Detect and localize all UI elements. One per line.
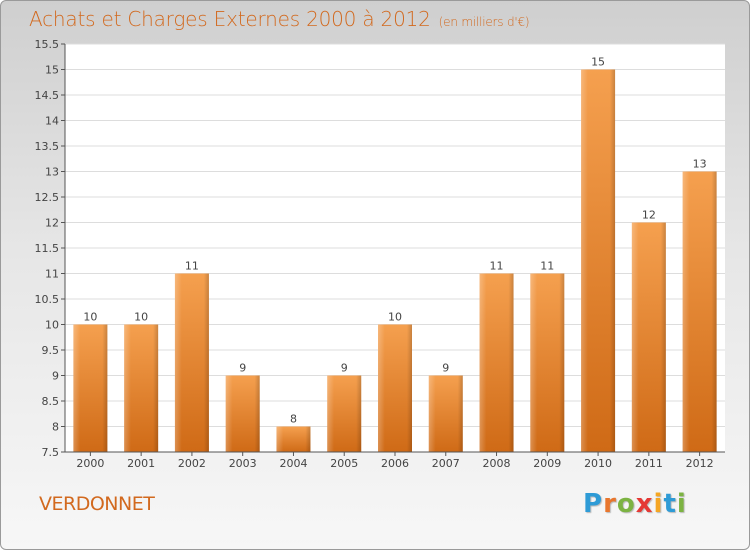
bar-shade	[327, 375, 362, 452]
x-tick-label: 2004	[279, 457, 307, 470]
value-label: 10	[83, 311, 97, 324]
bar-shade	[682, 171, 717, 452]
value-label: 12	[642, 209, 656, 222]
y-tick-label: 11	[45, 268, 59, 281]
x-tick-label: 2000	[76, 457, 104, 470]
x-tick-label: 2010	[584, 457, 612, 470]
x-tick-label: 2007	[432, 457, 460, 470]
logo-letter: i	[676, 489, 687, 519]
value-label: 15	[591, 56, 605, 69]
bar-shade	[378, 324, 412, 452]
proxiti-logo: Proxiti	[583, 489, 687, 519]
logo-letter: P	[583, 489, 604, 519]
x-tick-label: 2003	[229, 457, 257, 470]
bar-shade	[428, 375, 463, 452]
x-tick-label: 2005	[330, 457, 358, 470]
y-tick-label: 12	[45, 217, 59, 230]
value-label: 10	[388, 311, 402, 324]
chart-title: Achats et Charges Externes 2000 à 2012 (e…	[29, 7, 530, 31]
y-tick-label: 13.5	[35, 140, 60, 153]
y-tick-label: 8.5	[42, 395, 60, 408]
y-tick-label: 14.5	[35, 89, 60, 102]
value-label: 11	[490, 260, 504, 273]
bar-shade	[225, 375, 260, 452]
bar-shade	[73, 324, 108, 452]
bar-shade	[581, 69, 616, 452]
x-tick-label: 2002	[178, 457, 206, 470]
value-label: 9	[442, 362, 449, 375]
y-tick-label: 12.5	[35, 191, 60, 204]
logo-letter: t	[663, 489, 677, 519]
y-tick-label: 11.5	[35, 242, 60, 255]
x-tick-label: 2012	[686, 457, 714, 470]
y-tick-label: 15.5	[35, 38, 60, 51]
x-tick-label: 2001	[127, 457, 155, 470]
y-tick-label: 10.5	[35, 293, 60, 306]
logo-letter: r	[603, 489, 617, 519]
x-tick-label: 2008	[483, 457, 511, 470]
value-label: 11	[185, 260, 199, 273]
axes: 7.5 8 8.5 9 9.5 10 10.5 11 11.5 12 12.5 13 13.5 14 14.…	[35, 38, 725, 470]
bar-shade	[631, 222, 666, 452]
bar-shade	[479, 273, 514, 452]
y-tick-label: 15	[45, 64, 59, 77]
value-label: 10	[134, 311, 148, 324]
y-tick-label: 14	[45, 115, 59, 128]
y-tick-label: 8	[52, 421, 59, 434]
value-label: 11	[540, 260, 554, 273]
bar-shade	[276, 426, 311, 452]
y-tick-label: 13	[45, 166, 59, 179]
chart-unit: (en milliers d'€)	[438, 15, 530, 29]
y-tick-label: 9	[52, 370, 59, 383]
x-tick-label: 2009	[533, 457, 561, 470]
value-label: 9	[239, 362, 246, 375]
chart-title-text: Achats et Charges Externes 2000 à 2012	[29, 7, 431, 31]
bar-shade	[174, 273, 209, 452]
value-label: 9	[341, 362, 348, 375]
bar-shade	[124, 324, 159, 452]
logo-letter: i	[653, 489, 664, 519]
bar-shade	[530, 273, 565, 452]
value-label: 13	[693, 158, 707, 171]
y-tick-label: 9.5	[42, 344, 60, 357]
value-label: 8	[290, 413, 297, 426]
x-tick-label: 2006	[381, 457, 409, 470]
y-tick-label: 7.5	[42, 446, 60, 459]
logo-letter: o	[616, 489, 636, 519]
y-tick-label: 10	[45, 319, 59, 332]
bars: 10 10 11 9 8 9 10 9 11 11 15 12 13	[73, 56, 717, 452]
x-tick-label: 2011	[635, 457, 663, 470]
commune-name: VERDONNET	[39, 493, 155, 515]
logo-letter: x	[635, 489, 654, 519]
